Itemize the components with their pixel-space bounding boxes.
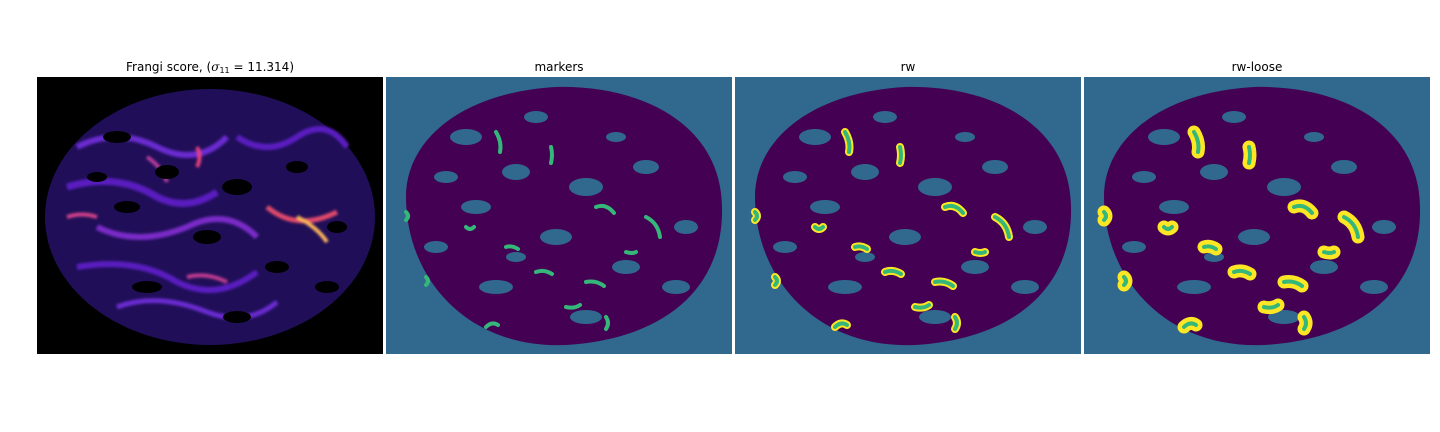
frangi-image-svg xyxy=(37,77,383,354)
panel-title-markers: markers xyxy=(386,58,732,76)
rw-loose-image xyxy=(1084,77,1430,354)
rw-loose-image-svg xyxy=(1084,77,1430,354)
title-prefix: Frangi score, ( xyxy=(126,60,211,74)
title-suffix: = 11.314) xyxy=(230,60,294,74)
tissue-region xyxy=(406,87,722,345)
markers-image-svg xyxy=(386,77,732,354)
sigma-subscript: 11 xyxy=(219,66,229,75)
rw-image xyxy=(735,77,1081,354)
frangi-score-image xyxy=(37,77,383,354)
panel-title-frangi: Frangi score, (σ11 = 11.314) xyxy=(37,58,383,76)
panel-title-rw: rw xyxy=(735,58,1081,76)
panel-title-rw-loose: rw-loose xyxy=(1084,58,1430,76)
markers-image xyxy=(386,77,732,354)
rw-image-svg xyxy=(735,77,1081,354)
